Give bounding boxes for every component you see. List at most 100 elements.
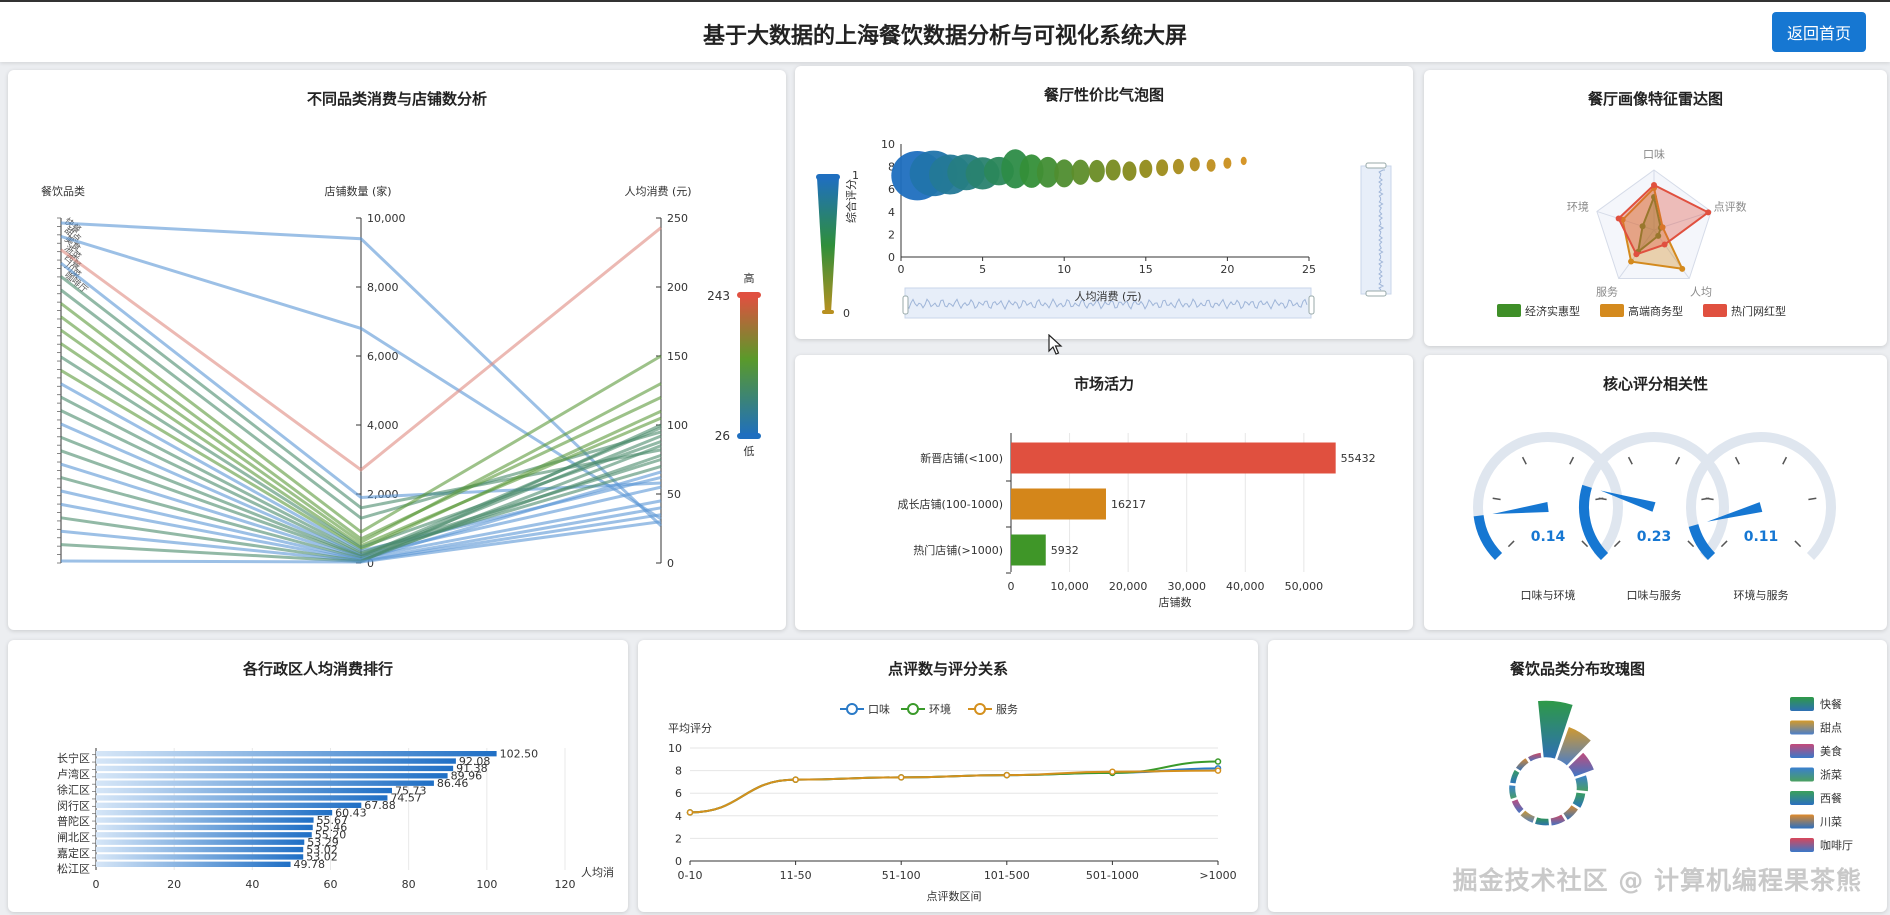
value-label: 91.38: [456, 762, 488, 775]
rose-slice: [1514, 756, 1531, 773]
bar: [96, 802, 362, 808]
visual-map-min: 26: [715, 429, 730, 443]
gauge-label: 口味与服务: [1627, 589, 1682, 602]
bar: [96, 758, 456, 764]
y-tick-label: 4: [675, 810, 682, 823]
gauge-tick: [1782, 456, 1788, 465]
rose-slice: [1533, 815, 1551, 827]
bar: [96, 810, 333, 816]
rose-slice: [1561, 803, 1580, 822]
gauge-pointer: [1600, 490, 1656, 512]
legend-swatch: [1790, 791, 1814, 805]
x-axis-label: 人均消费 (元): [1074, 289, 1141, 303]
legend-label: 环境: [929, 702, 951, 716]
gauge-tick: [1492, 497, 1501, 501]
x-tick-label: 120: [555, 878, 576, 891]
gauge-tick: [1627, 456, 1633, 465]
category-label: 卢湾区: [57, 767, 90, 781]
zoom-handle-left: [902, 295, 909, 315]
radar-indicator-label: 点评数: [1714, 201, 1747, 214]
bubble-point: [1156, 159, 1169, 177]
visual-map-min: 0: [843, 307, 850, 320]
y-tick-label: 0: [888, 251, 895, 264]
gauge-value: 0.14: [1531, 529, 1566, 545]
value-label: 55.46: [316, 821, 348, 834]
x-tick-label: 100: [476, 878, 497, 891]
radar-point: [1639, 223, 1646, 230]
legend-swatch: [1790, 697, 1814, 711]
rose-slice: [1508, 768, 1522, 786]
data-line: [60, 315, 662, 541]
tick-label: 0: [367, 557, 374, 570]
value-label: 89.96: [451, 770, 483, 783]
bubble-point: [1223, 157, 1232, 169]
legend-label: 川菜: [1820, 816, 1842, 829]
gauge-label: 环境与服务: [1734, 588, 1789, 602]
bar: [1011, 442, 1336, 474]
data-line: [60, 221, 663, 527]
gauge-track: [1473, 432, 1623, 561]
axis-name: 店铺数量 (家): [324, 184, 391, 198]
series-point: [1214, 767, 1222, 774]
bubble-panel: 餐厅性价比气泡图 0 2 4 6 8 10 0 5 10 15 20 25 综合评分 1 0 人均消费 (元): [795, 66, 1413, 339]
zoom-handle-top: [1365, 162, 1387, 169]
series-point: [686, 809, 694, 816]
tick-label: 4,000: [367, 419, 399, 432]
y-tick-label: 6: [675, 787, 682, 800]
zoom-handle-bottom: [1365, 290, 1387, 297]
y-tick-label: 4: [888, 206, 895, 219]
mouse-cursor-icon: [1048, 334, 1063, 355]
value-label: 86.46: [437, 777, 469, 790]
panel-title: 不同品类消费与店铺数分析: [306, 90, 487, 108]
radar-point: [1651, 182, 1657, 188]
rose-slice: [1507, 783, 1519, 801]
bubble-point: [1206, 159, 1216, 172]
value-label: 53.02: [306, 851, 338, 864]
category-label: 长宁区: [57, 751, 90, 765]
x-tick-label: 30,000: [1167, 580, 1206, 593]
rose-slice: [1518, 808, 1537, 825]
x-tick-label: 501-1000: [1086, 869, 1139, 882]
value-label: 55432: [1341, 452, 1376, 465]
gauge-tick: [1687, 540, 1695, 548]
line-panel: 点评数与评分关系 0 2 4 6 8 10 0-10 11-50 51-100 101-500 50…: [638, 640, 1258, 912]
x-axis-label: 人均消: [581, 865, 614, 879]
tick-label: 8,000: [367, 281, 399, 294]
bar: [96, 846, 304, 853]
legend-swatch: [1790, 720, 1814, 735]
gauge-value: 0.23: [1637, 529, 1672, 545]
parallel-chart: 餐饮品类 店铺数量 (家) 人均消费 (元)02,0004,0006,0008,00…: [41, 184, 761, 570]
zoom-preview-line: [1378, 169, 1385, 291]
visual-map-high: 高: [744, 271, 755, 285]
tick-label: 200: [667, 281, 688, 294]
x-axis-label: 店铺数: [1159, 595, 1192, 609]
category-label: 成长店铺(100-1000): [897, 497, 1003, 511]
y-tick-label: 8: [675, 765, 682, 778]
category-label: 闸北区: [57, 831, 90, 844]
panel-title: 餐厅画像特征雷达图: [1587, 90, 1723, 108]
radar-point: [1628, 258, 1635, 265]
rose-slice: [1566, 750, 1596, 779]
bubble-point: [1071, 159, 1090, 185]
x-tick-label: 60: [324, 878, 338, 891]
line-chart: 0 2 4 6 8 10 0-10 11-50 51-100 101-500 501-1000 >10…: [668, 702, 1237, 903]
gauge-tick: [1569, 456, 1575, 465]
tick-label: 0: [667, 557, 674, 570]
back-home-button[interactable]: 返回首页: [1772, 12, 1866, 52]
gauge-tick: [1794, 540, 1802, 548]
value-label: 74.57: [390, 792, 422, 805]
legend-label: 热门网红型: [1731, 304, 1786, 318]
x-tick-label: 0: [1008, 580, 1015, 593]
x-tick-label: 11-50: [780, 869, 812, 882]
data-line: [60, 328, 662, 545]
legend-marker: [907, 703, 919, 715]
series-line: [689, 760, 1219, 814]
data-line: [60, 226, 662, 472]
value-label: 53.29: [307, 836, 339, 849]
market-chart: 0 10,000 20,000 30,000 40,000 50,000 店铺数 热门店铺(>…: [897, 433, 1376, 609]
series-line: [689, 767, 1219, 814]
tick-label: 6,000: [367, 350, 399, 363]
series-line: [689, 769, 1219, 814]
